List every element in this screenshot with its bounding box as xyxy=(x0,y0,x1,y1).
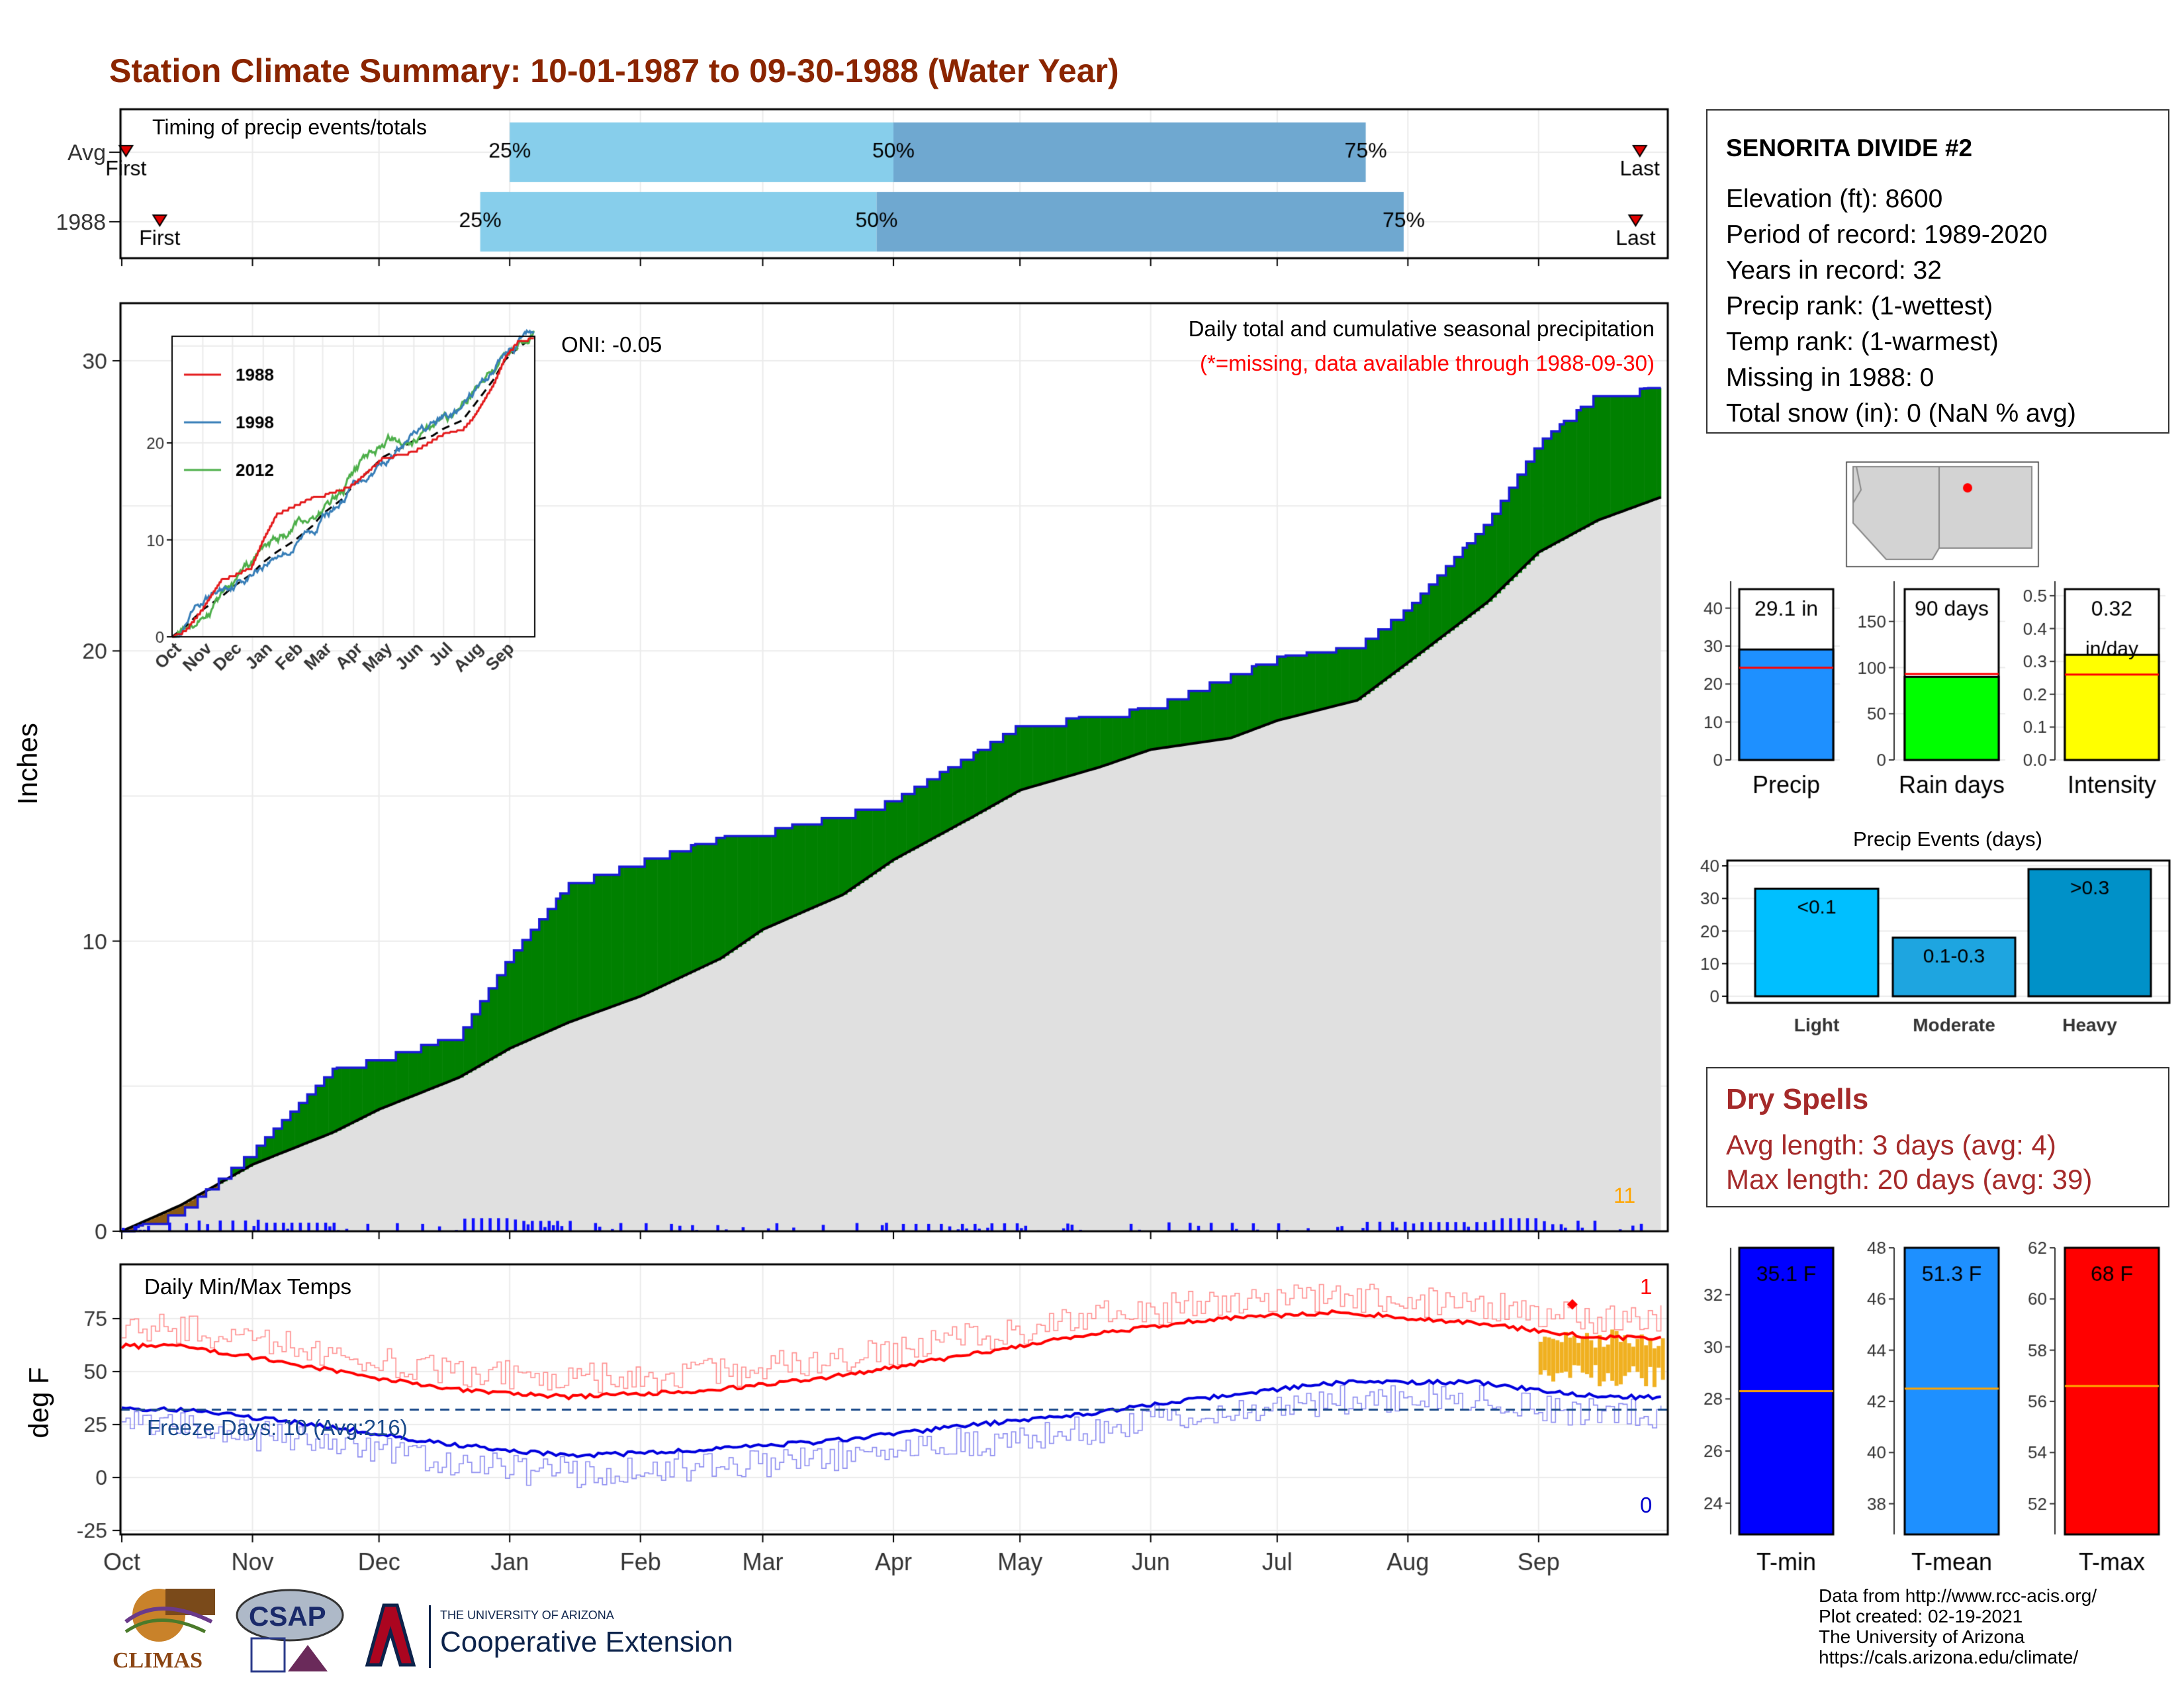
climas-logo: CLIMAS xyxy=(106,1582,222,1681)
footer-credits: Data from http://www.rcc-acis.org/ Plot … xyxy=(1819,1585,2097,1667)
csap-logo-text: CSAP xyxy=(249,1601,326,1632)
station-info-box: SENORITA DIVIDE #2 Elevation (ft): 8600 … xyxy=(1706,109,2169,434)
timing-row-avg-label: Avg xyxy=(68,140,106,165)
csap-logo: CSAP xyxy=(232,1582,347,1681)
footer-line-3: https://cals.arizona.edu/climate/ xyxy=(1819,1647,2079,1667)
station-line-0: Elevation (ft): 8600 xyxy=(1726,185,1943,213)
footer-line-1: Plot created: 02-19-2021 xyxy=(1819,1606,2023,1626)
station-line-3: Precip rank: (1-wettest) xyxy=(1726,292,1993,320)
ua-logo xyxy=(361,1602,420,1668)
temp-top-count: 1 xyxy=(1640,1274,1653,1299)
precip-note-2: (*=missing, data available through 1988-… xyxy=(1199,351,1655,375)
station-line-1: Period of record: 1989-2020 xyxy=(1726,220,2048,249)
station-line-4: Temp rank: (1-warmest) xyxy=(1726,328,1999,356)
ua-a-icon xyxy=(365,1603,416,1667)
station-line-6: Total snow (in): 0 (NaN % avg) xyxy=(1726,399,2076,428)
precip-note-1: Daily total and cumulative seasonal prec… xyxy=(1188,316,1655,341)
precip-ylabel: Inches xyxy=(11,723,43,805)
station-line-2: Years in record: 32 xyxy=(1726,256,1942,285)
climas-logo-text: CLIMAS xyxy=(113,1648,203,1673)
station-name: SENORITA DIVIDE #2 xyxy=(1726,134,1973,162)
csap-logo-graphic xyxy=(236,1589,344,1673)
ua-divider xyxy=(429,1605,431,1668)
timing-title: Timing of precip events/totals xyxy=(152,115,427,139)
dry-spells-avg: Avg length: 3 days (avg: 4) xyxy=(1726,1129,2056,1160)
climas-logo-graphic xyxy=(124,1589,215,1642)
events-title: Precip Events (days) xyxy=(1853,827,2042,851)
page-title: Station Climate Summary: 10-01-1987 to 0… xyxy=(109,52,1119,89)
timing-row-year-label: 1988 xyxy=(56,210,106,235)
footer-line-0: Data from http://www.rcc-acis.org/ xyxy=(1819,1585,2097,1606)
temp-ylabel: deg F xyxy=(23,1367,54,1438)
dry-spells-max: Max length: 20 days (avg: 39) xyxy=(1726,1164,2093,1195)
dry-spells-title: Dry Spells xyxy=(1726,1083,1869,1115)
ua-big-text: Cooperative Extension xyxy=(440,1626,733,1658)
precip-count-label: 11 xyxy=(1614,1184,1636,1207)
temp-bottom-count: 0 xyxy=(1640,1493,1653,1517)
station-line-5: Missing in 1988: 0 xyxy=(1726,363,1934,392)
oni-label: ONI: -0.05 xyxy=(561,332,662,357)
dry-spells-box: Dry Spells Avg length: 3 days (avg: 4) M… xyxy=(1706,1067,2169,1207)
footer-line-2: The University of Arizona xyxy=(1819,1626,2025,1647)
temp-title: Daily Min/Max Temps xyxy=(144,1274,351,1299)
ua-small-text: THE UNIVERSITY OF ARIZONA xyxy=(440,1609,614,1622)
freeze-days: Freeze Days: 10 (Avg:216) xyxy=(147,1415,408,1440)
